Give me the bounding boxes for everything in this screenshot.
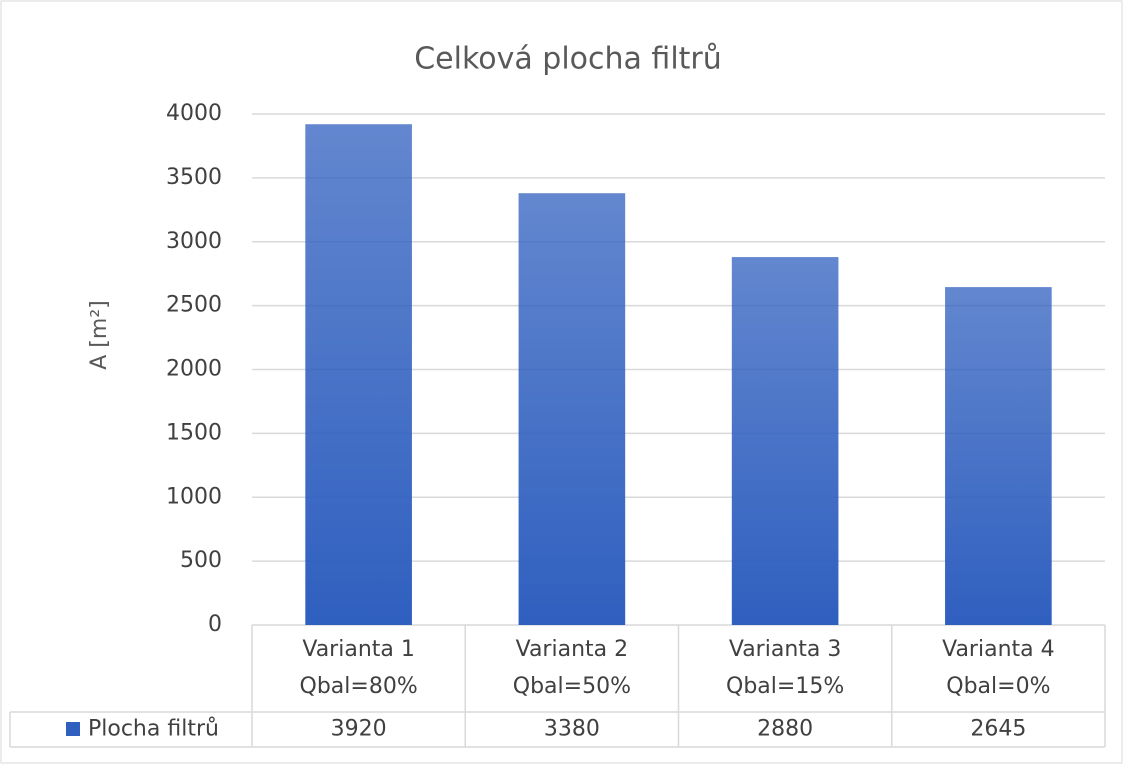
x-tick-label: Qbal=50% <box>513 674 631 699</box>
y-tick-label: 0 <box>208 612 222 637</box>
x-tick-label: Varianta 4 <box>942 637 1055 662</box>
y-tick-label: 1500 <box>166 420 222 445</box>
x-tick-label: Varianta 1 <box>302 637 415 662</box>
y-tick-label: 3000 <box>166 229 222 254</box>
x-tick-label: Qbal=80% <box>300 674 418 699</box>
x-tick-label: Qbal=15% <box>726 674 844 699</box>
x-tick-label: Qbal=0% <box>946 674 1050 699</box>
x-tick-label: Varianta 2 <box>516 637 629 662</box>
table-value: 2880 <box>757 717 813 742</box>
table-value: 3380 <box>544 717 600 742</box>
table-value: 2645 <box>970 717 1026 742</box>
legend-label: Plocha filtrů <box>88 717 219 742</box>
y-tick-label: 1000 <box>166 484 222 509</box>
bar <box>731 257 839 625</box>
bar <box>945 287 1052 625</box>
y-tick-label: 500 <box>180 548 222 573</box>
bar <box>518 193 626 625</box>
table-value: 3920 <box>331 717 387 742</box>
y-axis-label: A [m²] <box>87 300 112 369</box>
y-tick-label: 4000 <box>166 101 222 126</box>
x-tick-label: Varianta 3 <box>729 637 842 662</box>
y-tick-label: 2500 <box>166 293 222 318</box>
chart-title: Celková plocha filtrů <box>414 42 722 77</box>
y-tick-label: 3500 <box>166 165 222 190</box>
legend-key <box>66 722 80 736</box>
bar <box>305 124 412 625</box>
y-tick-label: 2000 <box>166 357 222 382</box>
